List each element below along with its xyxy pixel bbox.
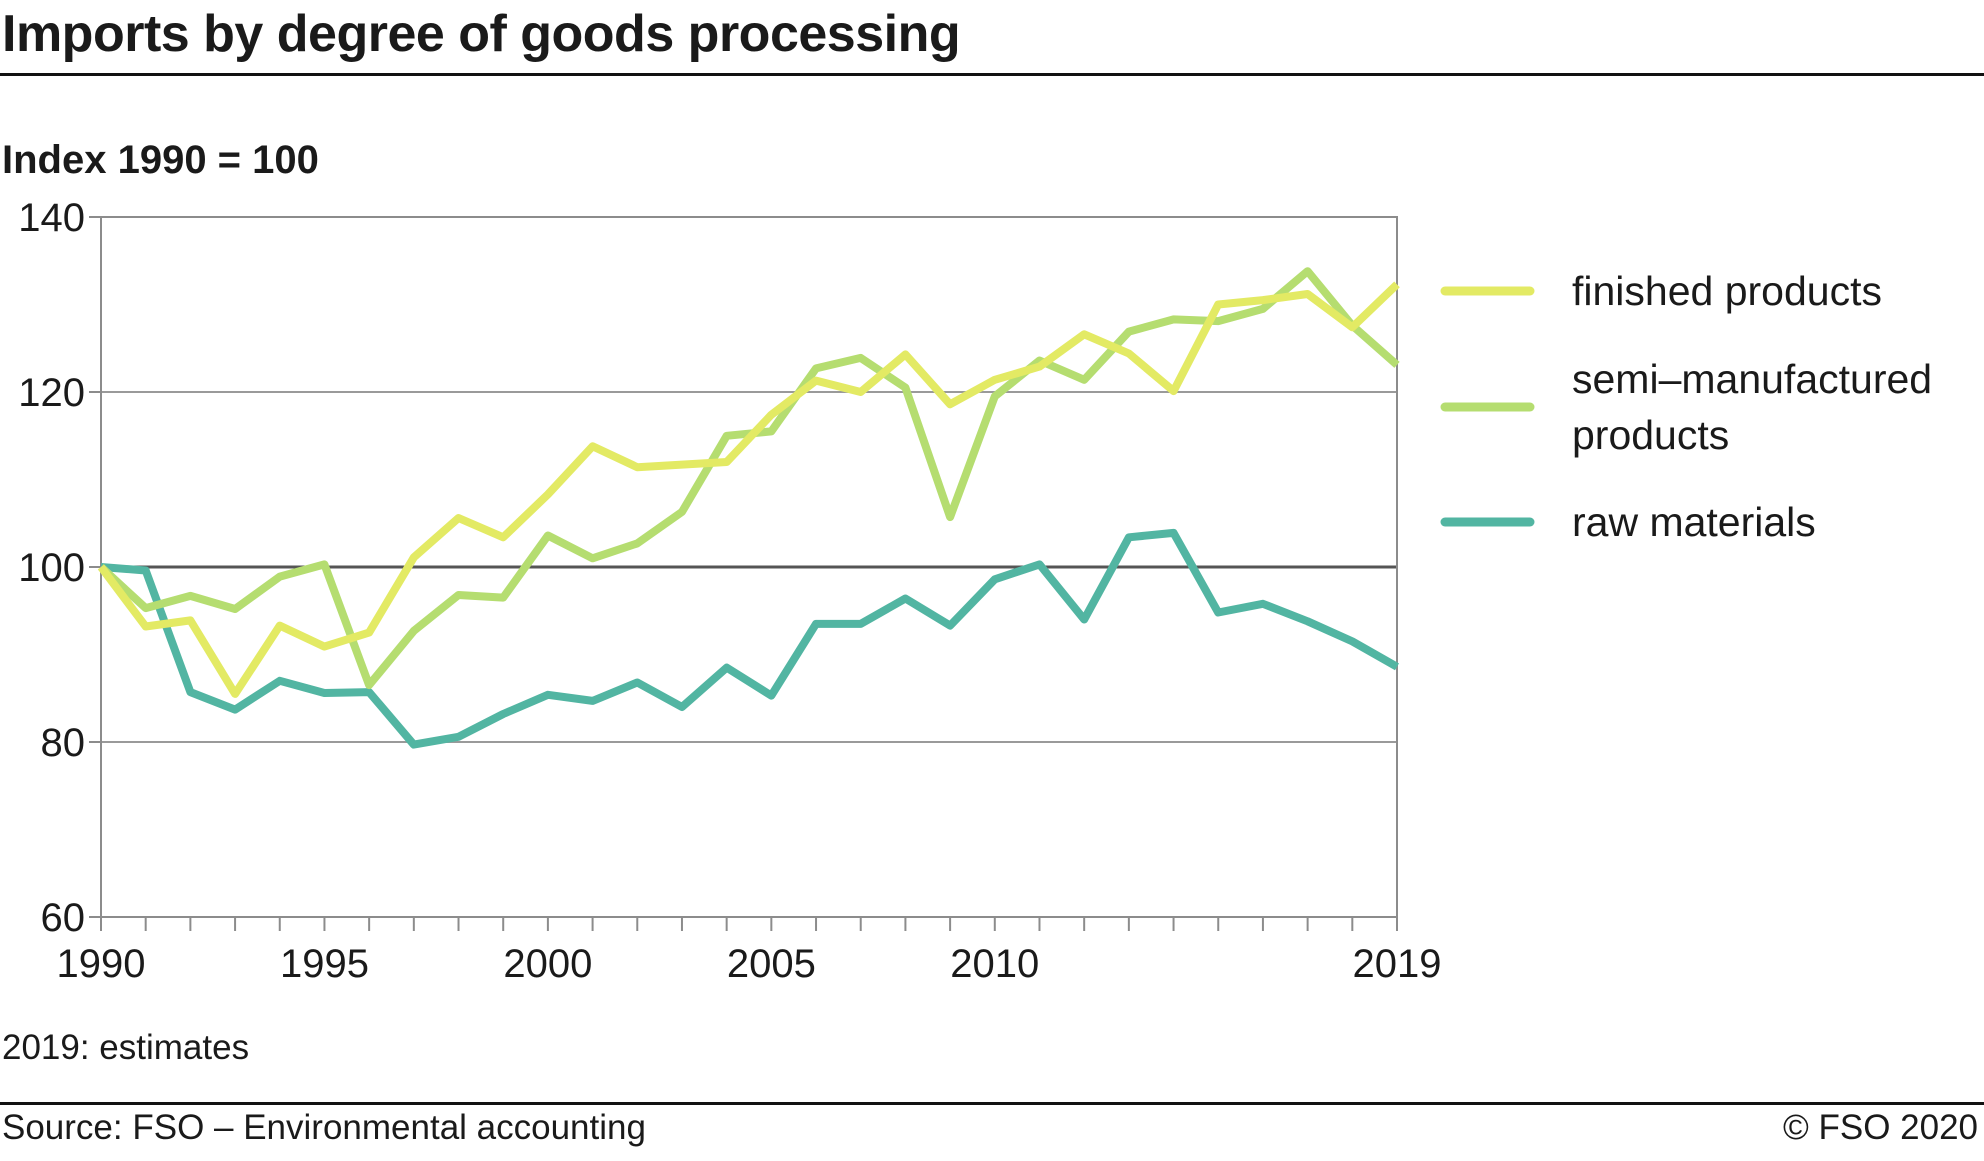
- y-tick-label-140: 140: [18, 196, 85, 240]
- x-tick-label-1995: 1995: [280, 942, 369, 986]
- x-tick-label-2000: 2000: [503, 942, 592, 986]
- legend-label-semi-manufactured: semi–manufactured products: [1572, 356, 1932, 458]
- footnote: 2019: estimates: [2, 1028, 250, 1067]
- legend-label-finished-products: finished products: [1572, 268, 1882, 314]
- y-tick-label-100: 100: [18, 546, 85, 590]
- source-label: Source: FSO – Environmental accounting: [2, 1108, 646, 1147]
- y-tick-label-80: 80: [41, 721, 86, 765]
- title-rule: [0, 73, 1984, 76]
- chart-subtitle: Index 1990 = 100: [2, 138, 319, 182]
- y-tick-label-120: 120: [18, 371, 85, 415]
- series-line-raw-materials: [100, 528, 1399, 749]
- copyright-label: © FSO 2020: [1782, 1108, 1978, 1147]
- x-tick-label-2010: 2010: [950, 942, 1039, 986]
- series-line-finished-products: [97, 281, 1400, 698]
- chart-title: Imports by degree of goods processing: [2, 5, 961, 63]
- footer-rule: [0, 1102, 1984, 1105]
- x-tick-label-2005: 2005: [727, 942, 816, 986]
- y-tick-label-60: 60: [41, 896, 86, 940]
- x-tick-label-1990: 1990: [57, 942, 146, 986]
- x-tick-label-2019: 2019: [1353, 942, 1442, 986]
- legend-label-raw-materials: raw materials: [1572, 499, 1816, 545]
